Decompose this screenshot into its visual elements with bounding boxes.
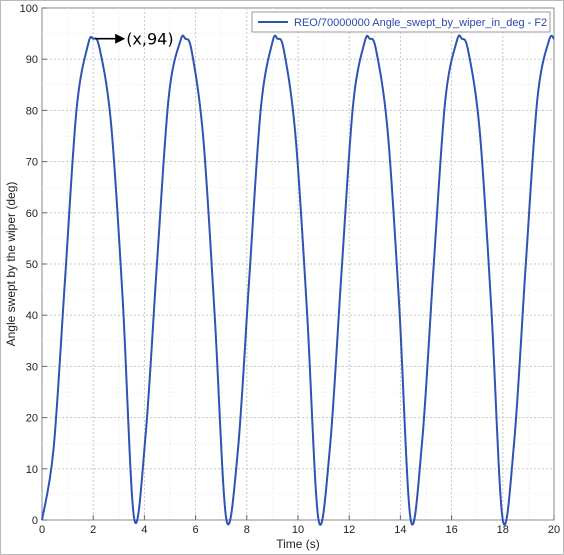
x-tick-label: 8 <box>244 524 250 536</box>
y-tick-label: 0 <box>32 515 38 527</box>
x-tick-label: 6 <box>193 524 199 536</box>
y-axis-label: Angle swept by the wiper (deg) <box>4 182 18 347</box>
x-tick-label: 10 <box>292 524 304 536</box>
y-tick-label: 40 <box>26 310 38 322</box>
y-tick-label: 80 <box>26 105 38 117</box>
legend-entry-label: REO/70000000 Angle_swept_by_wiper_in_deg… <box>294 17 547 29</box>
x-tick-label: 0 <box>39 524 45 536</box>
x-axis-ticks: 0 2 4 6 8 10 12 14 16 18 20 <box>39 515 560 536</box>
peak-annotation: (x,94) <box>95 30 174 49</box>
x-tick-label: 12 <box>343 524 355 536</box>
x-tick-label: 2 <box>90 524 96 536</box>
x-tick-label: 20 <box>548 524 560 536</box>
y-tick-label: 50 <box>26 259 38 271</box>
y-tick-label: 10 <box>26 464 38 476</box>
annotation-arrow-head <box>115 33 126 44</box>
y-tick-label: 30 <box>26 361 38 373</box>
annotation-label: (x,94) <box>126 30 173 49</box>
y-tick-label: 90 <box>26 54 38 66</box>
series-group <box>41 34 555 526</box>
grid-lines <box>42 8 554 520</box>
x-tick-label: 4 <box>141 524 147 536</box>
series-line-0 <box>41 34 555 526</box>
y-tick-label: 60 <box>26 208 38 220</box>
legend[interactable]: REO/70000000 Angle_swept_by_wiper_in_deg… <box>251 11 551 33</box>
x-tick-label: 18 <box>497 524 509 536</box>
x-tick-label: 14 <box>394 524 406 536</box>
x-axis-label: Time (s) <box>276 537 320 551</box>
y-axis-ticks: 0 10 20 30 40 50 60 70 80 90 100 <box>20 3 47 527</box>
y-tick-label: 20 <box>26 413 38 425</box>
y-tick-label: 100 <box>20 3 38 15</box>
legend-box <box>251 11 551 33</box>
x-tick-label: 16 <box>445 524 457 536</box>
y-tick-label: 70 <box>26 157 38 169</box>
